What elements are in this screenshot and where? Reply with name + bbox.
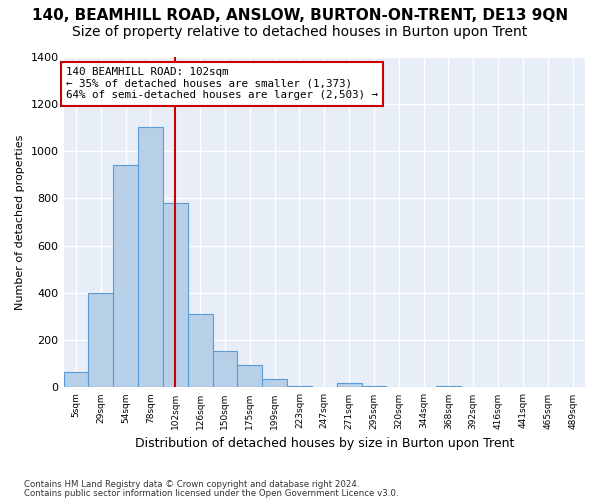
Bar: [113, 165, 138, 388]
Bar: [212, 351, 238, 388]
Bar: [337, 383, 362, 388]
Text: 140 BEAMHILL ROAD: 102sqm
← 35% of detached houses are smaller (1,373)
64% of se: 140 BEAMHILL ROAD: 102sqm ← 35% of detac…: [66, 67, 378, 100]
Text: 140, BEAMHILL ROAD, ANSLOW, BURTON-ON-TRENT, DE13 9QN: 140, BEAMHILL ROAD, ANSLOW, BURTON-ON-TR…: [32, 8, 568, 22]
Bar: [188, 314, 212, 388]
Text: Size of property relative to detached houses in Burton upon Trent: Size of property relative to detached ho…: [73, 25, 527, 39]
Bar: [436, 386, 461, 388]
Bar: [287, 386, 312, 388]
Text: Contains HM Land Registry data © Crown copyright and database right 2024.: Contains HM Land Registry data © Crown c…: [24, 480, 359, 489]
Bar: [238, 365, 262, 388]
Bar: [362, 386, 386, 388]
Y-axis label: Number of detached properties: Number of detached properties: [15, 134, 25, 310]
Bar: [138, 128, 163, 388]
Bar: [163, 203, 188, 388]
X-axis label: Distribution of detached houses by size in Burton upon Trent: Distribution of detached houses by size …: [134, 437, 514, 450]
Bar: [262, 379, 287, 388]
Text: Contains public sector information licensed under the Open Government Licence v3: Contains public sector information licen…: [24, 489, 398, 498]
Bar: [88, 293, 113, 388]
Bar: [64, 372, 88, 388]
